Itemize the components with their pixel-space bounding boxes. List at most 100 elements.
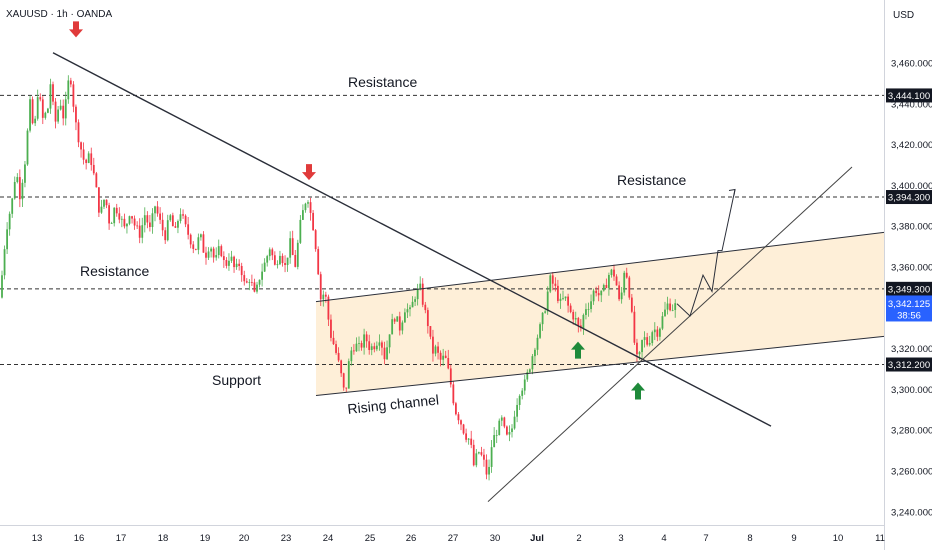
candle-body (253, 282, 256, 292)
candle-timer-label: 38:56 (897, 310, 921, 321)
candle-body (577, 318, 580, 326)
candle-body (225, 260, 228, 266)
projection-path[interactable] (676, 189, 736, 317)
price-tags: 3,444.100 3,394.300 3,349.300 3,312.200 3,34… (886, 88, 932, 372)
candle-body (67, 80, 70, 100)
symbol-header[interactable]: XAUUSD · 1h · OANDA (6, 9, 113, 20)
x-tick-label: 27 (448, 533, 459, 544)
candle-body (396, 316, 399, 322)
candle-body (671, 309, 674, 311)
resistance-label-right: Resistance (617, 172, 686, 188)
candle-body (562, 298, 564, 300)
x-tick-label: 20 (239, 533, 250, 544)
candle-body (69, 80, 72, 85)
x-tick-label: 3 (618, 533, 623, 544)
y-tick-label: 3,260.000 (891, 467, 932, 478)
candle-body (327, 296, 330, 320)
candle-body (534, 349, 536, 357)
candle-body (330, 319, 332, 338)
level-tag-label: 3,349.300 (888, 284, 930, 295)
candle-body (646, 337, 649, 345)
level-tag (886, 190, 932, 205)
candle-body (251, 282, 253, 283)
candle-body (128, 216, 131, 224)
candle-body (353, 350, 355, 352)
candle-body (235, 263, 238, 268)
candle-body (220, 246, 223, 257)
candle-body (34, 118, 37, 124)
candle-body (120, 218, 123, 220)
trendline-channel-upper[interactable] (315, 231, 885, 303)
candle-body (345, 387, 348, 389)
candle-body (31, 99, 34, 124)
trendline-channel-lower[interactable] (315, 335, 885, 397)
y-tick-label: 3,280.000 (891, 426, 932, 437)
candle-body (151, 213, 154, 228)
candle-body (449, 368, 452, 385)
candle-body (406, 309, 409, 313)
candle-body (483, 454, 485, 460)
arrow-up-icon (631, 382, 645, 400)
candle-body (202, 234, 205, 253)
candle-body (386, 347, 388, 360)
resistance-label-left: Resistance (80, 263, 149, 279)
candle-body (312, 212, 314, 231)
y-tick-label: 3,380.000 (891, 222, 932, 233)
candle-body (276, 264, 279, 266)
candle-body (618, 285, 620, 300)
candle-body (268, 249, 271, 257)
candle-body (156, 206, 159, 214)
candle-body (666, 303, 669, 310)
candle-body (207, 251, 210, 258)
candle-body (355, 343, 358, 352)
candle-body (526, 372, 529, 380)
current-price-label: 3,342.125 (888, 299, 930, 310)
candle-body (508, 432, 511, 435)
candle-body (210, 248, 212, 252)
candle-body (126, 223, 128, 227)
trendline-uptrend[interactable] (487, 166, 853, 502)
candle-body (64, 99, 67, 119)
candle-body (516, 404, 518, 417)
candle-body (146, 215, 149, 223)
candle-body (465, 433, 467, 440)
candle-body (110, 223, 113, 224)
trendline-downtrend[interactable] (52, 52, 772, 427)
candle-body (115, 207, 118, 214)
candle-body (1, 275, 3, 298)
candle-body (368, 341, 371, 351)
currency-label[interactable]: USD (893, 10, 915, 21)
candle-body (197, 237, 200, 250)
time-axis[interactable]: 13 16 17 18 19 20 23 24 25 26 27 30 Jul 2 3 4 7 8 9 10 11 (32, 533, 885, 544)
candle-body (523, 379, 526, 391)
candle-body (592, 290, 595, 302)
candle-body (488, 466, 490, 475)
candle-body (44, 112, 47, 118)
candle-body (585, 309, 587, 315)
candle-body (52, 84, 54, 102)
candle-body (217, 246, 220, 256)
candle-body (559, 298, 562, 301)
candle-body (171, 215, 174, 227)
y-tick-label: 3,460.000 (891, 59, 932, 70)
channel-layer (316, 232, 884, 396)
candle-body (539, 324, 541, 338)
candle-body (291, 238, 294, 256)
x-tick-label: 13 (32, 533, 43, 544)
level-tag-label: 3,444.100 (888, 91, 930, 102)
candle-body (100, 206, 103, 213)
candle-body (95, 173, 98, 188)
candle-body (388, 334, 391, 348)
candle-body (358, 343, 360, 344)
candle-body (457, 414, 460, 421)
candle-body (669, 303, 671, 311)
candle-body (641, 340, 643, 353)
candle-body (574, 318, 577, 320)
candle-body (531, 356, 534, 370)
candle-body (378, 342, 381, 346)
candle-body (47, 108, 49, 113)
candle-body (194, 248, 197, 250)
candle-body (365, 334, 368, 342)
candle-body (590, 301, 592, 310)
